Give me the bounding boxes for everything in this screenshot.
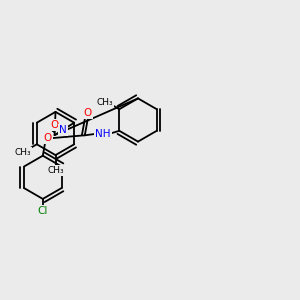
Text: CH₃: CH₃ bbox=[15, 148, 31, 157]
Text: O: O bbox=[51, 120, 59, 130]
Text: NH: NH bbox=[95, 129, 110, 139]
Text: O: O bbox=[84, 108, 92, 118]
Text: CH₃: CH₃ bbox=[47, 166, 64, 175]
Text: CH₃: CH₃ bbox=[97, 98, 113, 107]
Text: O: O bbox=[44, 133, 52, 143]
Text: Cl: Cl bbox=[38, 206, 48, 216]
Text: N: N bbox=[59, 125, 67, 135]
